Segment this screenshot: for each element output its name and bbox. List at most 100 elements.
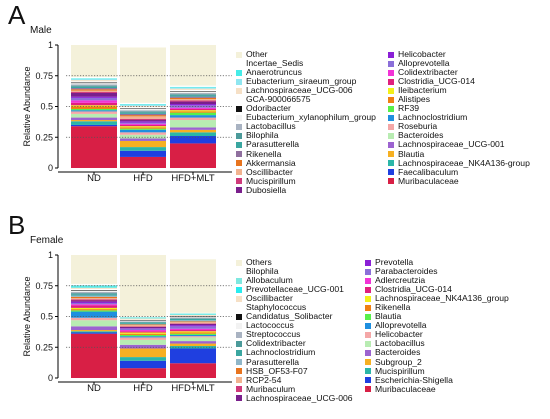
bar-segment bbox=[71, 85, 117, 87]
legend-label: Adlercreutzia bbox=[375, 275, 426, 286]
legend-label: Ileibacterium bbox=[398, 85, 447, 96]
bar-segment bbox=[120, 147, 166, 151]
legend-label: GCA-900066575 bbox=[246, 94, 311, 105]
legend-item: GCA-900066575 bbox=[236, 95, 376, 104]
legend-swatch bbox=[388, 51, 394, 58]
bar-segment bbox=[71, 283, 117, 286]
legend-swatch bbox=[388, 178, 394, 185]
bar-segment bbox=[170, 318, 216, 319]
y-tick-label: 0.75 bbox=[35, 281, 53, 291]
bar-segment bbox=[120, 116, 166, 119]
legend-swatch bbox=[236, 286, 242, 293]
bar-segment bbox=[170, 115, 216, 118]
bar-segment bbox=[170, 312, 216, 314]
bar-segment bbox=[71, 255, 117, 284]
legend-swatch bbox=[236, 340, 242, 347]
bar-segment bbox=[120, 323, 166, 325]
bar-segment bbox=[120, 129, 166, 133]
legend-item: Helicobacter bbox=[388, 49, 530, 59]
bar-segment bbox=[170, 86, 216, 88]
legend-column-1: Others Bilophila Allobaculum Prevotellaceae… bbox=[236, 257, 353, 403]
panel-a-male: A Male 0 0.25 0.5 0.75 1 ND HFD HFD+MLT Relative… bbox=[0, 0, 550, 208]
panel-letter: A bbox=[8, 0, 26, 30]
bar-segment bbox=[120, 140, 166, 148]
bar-segment bbox=[120, 348, 166, 358]
bar-segment bbox=[120, 318, 166, 320]
legend-label: RCP2-54 bbox=[246, 374, 282, 385]
bar-segment bbox=[170, 343, 216, 347]
bar-segment bbox=[120, 128, 166, 130]
bar-segment bbox=[71, 117, 117, 121]
bar-segment bbox=[120, 326, 166, 329]
legend-item: Anaerotruncus bbox=[236, 68, 376, 77]
bar-segment bbox=[120, 115, 166, 117]
bar-segment bbox=[71, 91, 117, 93]
legend-swatch bbox=[365, 368, 371, 375]
bar-segment bbox=[120, 357, 166, 361]
bar-segment bbox=[120, 344, 166, 349]
bar-segment bbox=[120, 108, 166, 111]
legend-label: Lachnospiraceae_UCG-006 bbox=[246, 392, 353, 403]
legend-item: Colidextribacter bbox=[388, 68, 530, 77]
legend-label: Blautia bbox=[375, 311, 402, 322]
legend-label: Alloprevotella bbox=[375, 320, 427, 331]
legend-item: Muribaculaceae bbox=[388, 176, 530, 186]
legend-item: Prevotella bbox=[365, 257, 509, 267]
legend-label: Lachnospiraceae_UCG-006 bbox=[246, 85, 353, 96]
bar-segment bbox=[71, 290, 117, 291]
bar-segment bbox=[170, 129, 216, 133]
legend-item: Lachnoclostridium bbox=[388, 113, 530, 122]
bar-segment bbox=[71, 305, 117, 308]
bar-segment bbox=[120, 320, 166, 322]
y-axis-label: Relative Abundance bbox=[22, 276, 32, 356]
y-tick-label: 0.5 bbox=[40, 102, 53, 112]
bar-segment bbox=[120, 105, 166, 108]
legend-item: Eubacterium_xylanophilum_group bbox=[236, 113, 376, 122]
y-tick-label: 0 bbox=[48, 373, 53, 383]
legend-label: Parasutterella bbox=[246, 356, 300, 367]
legend-swatch bbox=[236, 123, 242, 130]
legend-swatch bbox=[236, 87, 242, 94]
bar-segment bbox=[71, 290, 117, 292]
bar-segment bbox=[71, 330, 117, 332]
legend-swatch bbox=[236, 96, 242, 103]
bar-segment bbox=[120, 334, 166, 337]
bar-segment bbox=[120, 150, 166, 157]
legend-swatch bbox=[236, 160, 242, 167]
bar-segment bbox=[170, 318, 216, 321]
legend-label: Roseburia bbox=[398, 121, 438, 132]
bar-segment bbox=[120, 134, 166, 139]
legend-item: Alistipes bbox=[388, 95, 530, 104]
legend-swatch bbox=[236, 313, 242, 320]
legend-item: Subgroup_2 bbox=[365, 357, 509, 367]
bar-segment bbox=[71, 295, 117, 297]
legend-item: Parabacteroides bbox=[365, 266, 509, 276]
bar-segment bbox=[170, 111, 216, 113]
bar-segment bbox=[120, 324, 166, 326]
legend-label: Muribaculaceae bbox=[375, 383, 436, 394]
bar-segment bbox=[120, 110, 166, 112]
legend-swatch bbox=[388, 60, 394, 67]
legend-item: Adlercreutzia bbox=[365, 276, 509, 285]
legend-swatch bbox=[365, 322, 371, 329]
bar-segment bbox=[170, 96, 216, 98]
legend-item: Ileibacterium bbox=[388, 86, 530, 95]
bar-segment bbox=[71, 81, 117, 83]
bar-segment bbox=[120, 330, 166, 332]
bar-segment bbox=[170, 112, 216, 116]
legend-swatch bbox=[236, 114, 242, 121]
bar-segment bbox=[71, 96, 117, 98]
bar-segment bbox=[120, 122, 166, 124]
legend-swatch bbox=[236, 377, 242, 384]
legend-item: Blautia bbox=[365, 312, 509, 321]
stacked-bar-chart-female: 0 0.25 0.5 0.75 1 ND HFD HFD+MLT Relative Abunda… bbox=[22, 250, 232, 394]
legend-label: Bilophila bbox=[246, 266, 279, 277]
bar-segment bbox=[120, 317, 166, 318]
legend-label: Incertae_Sedis bbox=[246, 58, 304, 69]
bar-segment bbox=[170, 97, 216, 100]
bar-segment bbox=[71, 320, 117, 327]
legend-swatch bbox=[388, 123, 394, 130]
legend-swatch bbox=[236, 78, 242, 85]
bar-segment bbox=[170, 314, 216, 316]
x-tick-label: HFD+MLT bbox=[171, 173, 215, 184]
